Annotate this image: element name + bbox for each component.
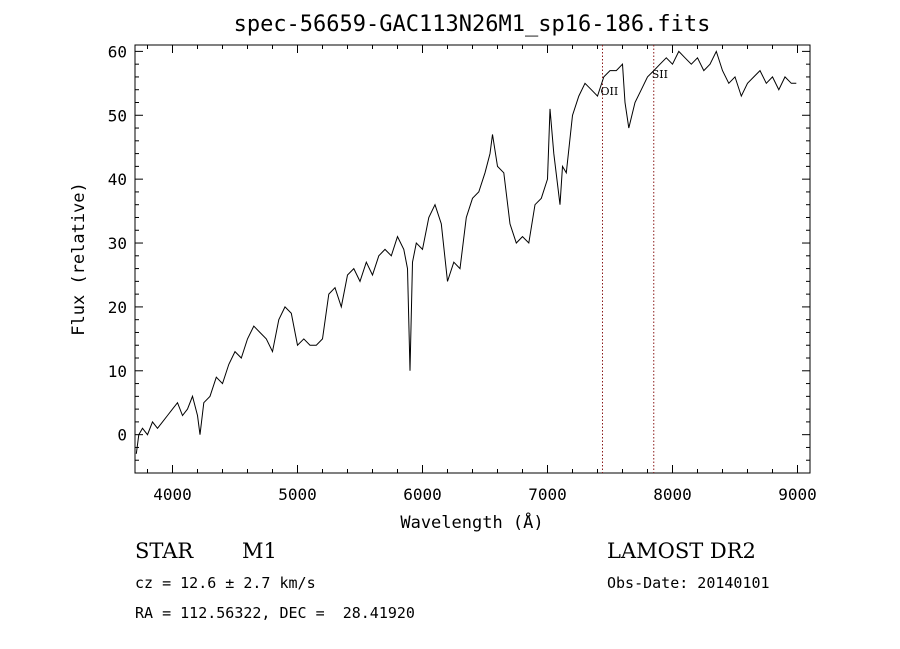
x-tick-label: 5000 <box>278 485 317 504</box>
chart-title: spec-56659-GAC113N26M1_sp16-186.fits <box>234 12 711 37</box>
x-tick-label: 6000 <box>403 485 442 504</box>
coordinates: RA = 112.56322, DEC = 28.41920 <box>135 604 415 622</box>
y-tick-label: 20 <box>108 298 127 317</box>
y-tick-label: 0 <box>117 426 127 445</box>
redshift-value: cz = 12.6 ± 2.7 km/s <box>135 574 316 592</box>
x-tick-label: 4000 <box>153 485 192 504</box>
marker-label: SII <box>652 68 668 81</box>
spectrum-line <box>135 50 797 454</box>
x-axis-label: Wavelength (Å) <box>400 511 543 533</box>
object-subclass: M1 <box>242 539 277 563</box>
survey-name: LAMOST DR2 <box>607 539 756 563</box>
x-tick-label: 8000 <box>653 485 692 504</box>
y-axis-label: Flux (relative) <box>69 182 89 336</box>
object-class: STAR <box>135 539 194 563</box>
marker-label: OII <box>601 85 619 98</box>
emission-line-markers: OII SII <box>601 45 668 473</box>
y-tick-label: 10 <box>108 362 127 381</box>
y-tick-label: 50 <box>108 106 127 125</box>
y-tick-label: 40 <box>108 170 127 189</box>
plot-frame <box>134 44 811 474</box>
x-tick-label: 7000 <box>528 485 567 504</box>
x-tick-label: 9000 <box>778 485 817 504</box>
axis-ticks: 4000 5000 6000 7000 8000 9000 0 10 20 30 40 50 60 <box>108 42 817 504</box>
obs-date: Obs-Date: 20140101 <box>607 574 770 592</box>
y-tick-label: 30 <box>108 234 127 253</box>
y-tick-label: 60 <box>108 42 127 61</box>
